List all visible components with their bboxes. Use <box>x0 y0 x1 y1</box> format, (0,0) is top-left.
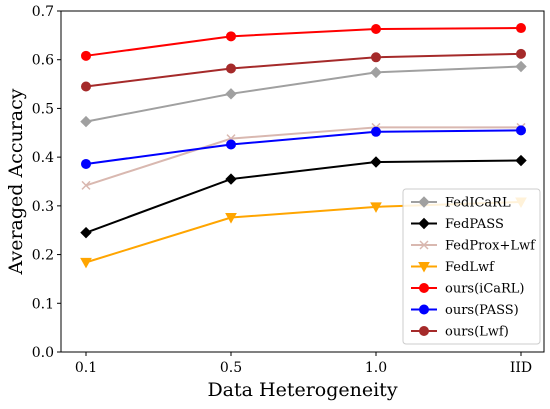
x-tick-label: 1.0 <box>365 360 387 376</box>
legend-item: ours(iCaRL) <box>411 282 525 297</box>
series-line <box>85 129 522 165</box>
legend-item: FedPASS <box>411 217 504 232</box>
legend-label: ours(PASS) <box>445 303 519 318</box>
data-point <box>370 66 382 79</box>
x-axis-title: Data Heterogeneity <box>207 379 397 401</box>
series-5 <box>81 125 526 169</box>
data-point <box>81 158 91 169</box>
data-point <box>225 173 237 185</box>
data-point <box>80 226 92 239</box>
legend-label: ours(Lwf) <box>445 325 509 340</box>
data-point <box>226 139 236 150</box>
data-point <box>81 180 91 190</box>
y-tick-label: 0.4 <box>32 150 54 166</box>
legend-label: FedLwf <box>445 260 495 275</box>
data-point <box>80 115 92 128</box>
data-point <box>370 202 382 213</box>
y-tick-label: 0.6 <box>32 53 54 69</box>
series-line <box>85 27 522 57</box>
data-point <box>226 31 236 42</box>
data-point <box>81 50 91 61</box>
axes: 0.0 0.1 0.2 0.3 0.4 0.5 0.6 0.7 0.1 0.5 1.0 IID <box>32 4 545 376</box>
series-line <box>85 52 522 88</box>
data-point <box>370 156 382 168</box>
data-point <box>515 60 527 73</box>
legend-marker <box>418 262 430 273</box>
data-point <box>516 23 526 34</box>
y-tick-label: 0.5 <box>32 101 54 117</box>
data-point <box>516 48 526 59</box>
legend-marker <box>418 217 430 230</box>
series-0 <box>80 60 527 128</box>
data-point <box>226 63 236 74</box>
legend-item: ours(Lwf) <box>411 325 509 340</box>
y-tick-label: 0.7 <box>32 4 54 20</box>
legend-marker <box>419 240 429 250</box>
y-axis-title: Averaged Accuracy <box>5 88 27 275</box>
y-tick-label: 0.2 <box>32 248 54 264</box>
data-point <box>225 213 237 224</box>
legend-marker <box>418 196 430 208</box>
data-point <box>371 52 381 63</box>
series-line <box>85 65 522 123</box>
data-point <box>516 125 526 136</box>
legend-marker <box>419 304 429 315</box>
legend-label: ours(iCaRL) <box>445 282 525 297</box>
series-6 <box>81 48 526 92</box>
series-line <box>85 159 522 234</box>
legend-label: FedPASS <box>445 217 504 232</box>
data-point <box>371 24 381 35</box>
legend-item: FedICaRL <box>411 196 511 211</box>
series-4 <box>81 23 526 61</box>
data-point <box>515 154 527 167</box>
legend-label: FedProx+Lwf <box>445 239 536 254</box>
legend-marker <box>419 326 429 336</box>
legend-marker <box>419 283 429 293</box>
data-point <box>81 81 91 92</box>
y-tick-label: 0.0 <box>32 345 54 361</box>
plot-area <box>80 23 527 269</box>
legend-item: FedProx+Lwf <box>411 239 536 254</box>
data-point <box>371 126 381 137</box>
y-tick-label: 0.1 <box>32 296 54 312</box>
series-1 <box>80 154 527 239</box>
series-line <box>85 126 521 187</box>
plot-frame <box>60 10 545 353</box>
legend-item: ours(PASS) <box>411 303 519 318</box>
x-tick-label: 0.1 <box>75 360 97 376</box>
legend-label: FedICaRL <box>445 196 511 211</box>
x-tick-label: IID <box>510 360 532 376</box>
data-point <box>80 257 92 269</box>
legend-frame <box>402 188 541 345</box>
y-tick-label: 0.3 <box>32 199 54 215</box>
x-tick-label: 0.5 <box>220 360 242 376</box>
legend-item: FedLwf <box>411 260 495 275</box>
data-point <box>225 88 237 100</box>
legend: FedICaRL FedPASS FedProx+Lwf FedLwf ours(iCa… <box>402 188 541 345</box>
